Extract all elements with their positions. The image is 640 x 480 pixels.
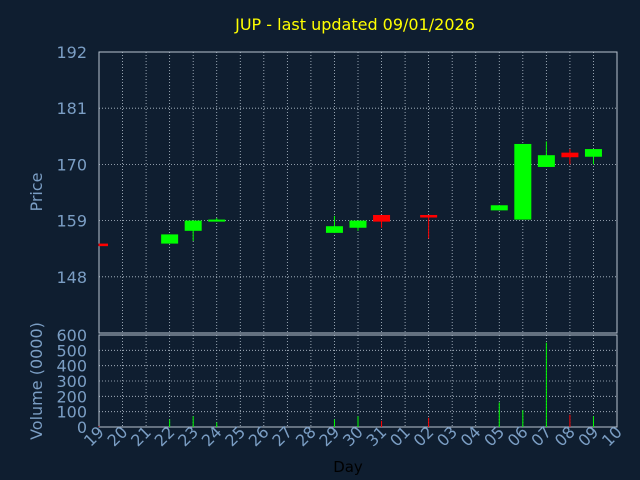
candle-body <box>325 226 343 233</box>
price-panel: 148 159 170 181 192 <box>56 43 618 334</box>
volume-tick-label: 500 <box>56 341 87 360</box>
candle-body <box>184 220 202 231</box>
price-tick-label: 181 <box>56 99 87 118</box>
volume-axis-label: Volume (0000) <box>27 322 46 440</box>
candle-body <box>161 234 179 244</box>
chart-title: JUP - last updated 09/01/2026 <box>234 15 475 34</box>
volume-tick-label: 200 <box>56 387 87 406</box>
price-tick-label: 148 <box>56 268 87 287</box>
price-tick-label: 170 <box>56 155 87 174</box>
candle-body <box>99 243 108 247</box>
candle-body <box>349 220 367 228</box>
x-axis-label: Day <box>333 458 363 476</box>
volume-panel: 0100200300400500600192021222324252627282… <box>56 326 625 450</box>
candle-body <box>208 219 226 222</box>
price-axis-label: Price <box>27 172 46 211</box>
candle-body <box>514 143 532 220</box>
candle-body <box>420 214 438 218</box>
candle-body <box>561 152 579 158</box>
volume-tick-label: 100 <box>56 403 87 422</box>
candle-body <box>537 155 555 167</box>
volume-tick-label: 400 <box>56 357 87 376</box>
price-tick-label: 192 <box>56 43 87 62</box>
candle-body <box>584 149 602 157</box>
price-tick-label: 159 <box>56 212 87 231</box>
volume-tick-label: 600 <box>56 326 87 345</box>
candle-body <box>490 205 508 211</box>
volume-tick-label: 300 <box>56 372 87 391</box>
volume-tick-label: 0 <box>77 418 87 437</box>
candle-body <box>373 214 391 222</box>
